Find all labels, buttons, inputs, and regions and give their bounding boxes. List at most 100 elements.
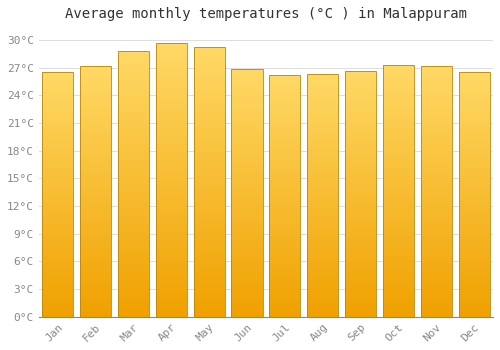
Bar: [270, 244, 300, 247]
Bar: [232, 138, 262, 141]
Bar: [156, 188, 187, 191]
Bar: [194, 84, 224, 87]
Bar: [42, 214, 74, 217]
Bar: [345, 238, 376, 240]
Bar: [383, 231, 414, 234]
Bar: [194, 209, 224, 211]
Bar: [80, 249, 111, 252]
Bar: [194, 147, 224, 149]
Bar: [458, 285, 490, 287]
Bar: [383, 161, 414, 163]
Bar: [156, 180, 187, 183]
Bar: [383, 65, 414, 317]
Bar: [383, 141, 414, 143]
Bar: [345, 273, 376, 275]
Bar: [307, 220, 338, 222]
Bar: [345, 157, 376, 159]
Bar: [345, 204, 376, 206]
Bar: [80, 84, 111, 86]
Bar: [80, 164, 111, 166]
Bar: [232, 262, 262, 265]
Bar: [194, 100, 224, 103]
Bar: [421, 99, 452, 101]
Bar: [42, 77, 74, 80]
Bar: [156, 177, 187, 180]
Bar: [421, 93, 452, 96]
Bar: [232, 155, 262, 158]
Bar: [194, 276, 224, 279]
Bar: [232, 247, 262, 250]
Bar: [383, 211, 414, 213]
Bar: [194, 211, 224, 214]
Bar: [270, 271, 300, 273]
Bar: [80, 74, 111, 76]
Bar: [307, 188, 338, 191]
Bar: [118, 80, 149, 83]
Bar: [156, 147, 187, 150]
Bar: [232, 173, 262, 175]
Bar: [80, 199, 111, 201]
Bar: [42, 141, 74, 143]
Bar: [156, 169, 187, 171]
Bar: [80, 176, 111, 179]
Bar: [383, 272, 414, 274]
Bar: [270, 194, 300, 196]
Bar: [232, 240, 262, 242]
Bar: [270, 242, 300, 244]
Bar: [458, 278, 490, 280]
Bar: [270, 164, 300, 167]
Bar: [42, 241, 74, 244]
Bar: [345, 186, 376, 189]
Bar: [270, 257, 300, 259]
Bar: [80, 141, 111, 144]
Bar: [270, 131, 300, 133]
Bar: [80, 196, 111, 199]
Bar: [307, 198, 338, 200]
Bar: [194, 312, 224, 314]
Bar: [42, 80, 74, 82]
Bar: [307, 283, 338, 285]
Bar: [156, 287, 187, 289]
Bar: [42, 150, 74, 153]
Bar: [80, 204, 111, 206]
Bar: [421, 161, 452, 164]
Bar: [118, 197, 149, 200]
Bar: [421, 174, 452, 176]
Bar: [383, 135, 414, 138]
Bar: [345, 142, 376, 145]
Bar: [118, 272, 149, 274]
Bar: [345, 307, 376, 309]
Bar: [42, 92, 74, 94]
Bar: [156, 216, 187, 218]
Bar: [270, 78, 300, 80]
Bar: [383, 203, 414, 206]
Bar: [345, 209, 376, 211]
Bar: [458, 155, 490, 158]
Bar: [156, 281, 187, 284]
Bar: [421, 289, 452, 292]
Bar: [80, 239, 111, 241]
Bar: [458, 266, 490, 268]
Bar: [194, 149, 224, 152]
Bar: [118, 237, 149, 240]
Bar: [232, 289, 262, 292]
Bar: [307, 171, 338, 174]
Bar: [42, 261, 74, 263]
Bar: [232, 203, 262, 205]
Bar: [307, 261, 338, 264]
Bar: [458, 177, 490, 180]
Bar: [345, 112, 376, 115]
Bar: [42, 107, 74, 109]
Bar: [345, 172, 376, 174]
Bar: [345, 314, 376, 317]
Bar: [42, 268, 74, 270]
Bar: [118, 213, 149, 216]
Bar: [80, 254, 111, 257]
Bar: [80, 302, 111, 304]
Bar: [42, 185, 74, 187]
Bar: [270, 143, 300, 145]
Bar: [118, 94, 149, 96]
Bar: [270, 288, 300, 290]
Bar: [42, 207, 74, 209]
Bar: [307, 232, 338, 234]
